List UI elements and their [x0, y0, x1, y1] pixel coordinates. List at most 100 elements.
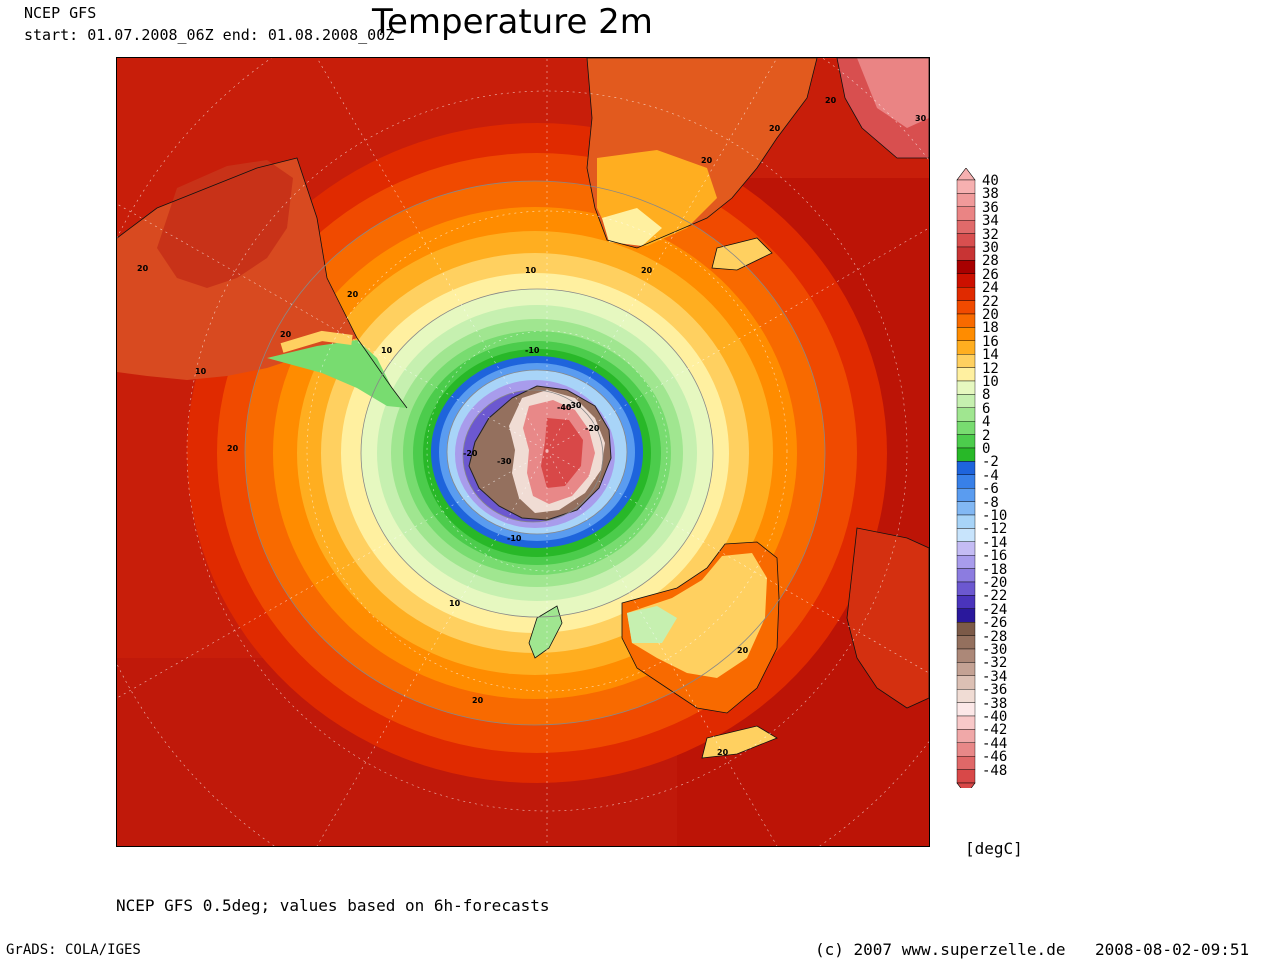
- colorbar-segment: [956, 380, 976, 395]
- madagascar: [712, 238, 772, 270]
- colorbar-segment: [956, 715, 976, 730]
- colorbar-segment: [956, 501, 976, 516]
- colorbar-tick-label: 12: [982, 360, 999, 377]
- graticule-lon-3: [546, 450, 929, 674]
- contour-label: 10: [525, 266, 537, 275]
- colorbar-segment: [956, 689, 976, 703]
- southern-africa: [586, 58, 818, 271]
- colorbar-tick-label: 8: [982, 387, 991, 404]
- colorbar-tick-label: 2: [982, 427, 991, 444]
- colorbar-segment: [956, 742, 976, 757]
- colorbar-segment: [956, 434, 976, 449]
- colorbar-tick-label: 14: [982, 347, 999, 364]
- colorbar-max-arrow: [956, 167, 976, 181]
- contour-label: 20: [641, 266, 653, 275]
- colorbar-tick-label: 6: [982, 400, 991, 417]
- colorbar-segment: [956, 461, 976, 475]
- contour-label: 20: [769, 124, 781, 133]
- java-island: [701, 725, 778, 759]
- africa-cape: [602, 208, 662, 246]
- colorbar-tick-label: 26: [982, 266, 999, 283]
- colorbar-segment: [956, 353, 976, 368]
- colorbar-tick-label: 38: [982, 186, 999, 203]
- colorbar-tick-label: 32: [982, 226, 999, 243]
- antarctica-coastline: [468, 385, 612, 521]
- colorbar-tick-label: -14: [982, 534, 1008, 551]
- colorbar-segment: [956, 313, 976, 328]
- colorbar-tick-label: -32: [982, 655, 1008, 672]
- colorbar-tick-label: -22: [982, 588, 1008, 605]
- colorbar-tick-label: 36: [982, 199, 999, 216]
- colorbar-segment: [956, 273, 976, 288]
- colorbar-tick-label: -30: [982, 642, 1008, 658]
- graticule-lon-7: [316, 58, 548, 452]
- colorbar-segment: [956, 394, 976, 408]
- colorbar-tick-label: 10: [982, 374, 999, 390]
- colorbar-segment: [956, 608, 976, 623]
- colorbar-tick-label: -24: [982, 601, 1008, 618]
- colorbar-segment: [956, 206, 976, 221]
- colorbar-unit: [degC]: [965, 839, 1023, 858]
- colorbar-tick-label: -36: [982, 682, 1008, 699]
- madagascar-coastline: [711, 237, 773, 271]
- colorbar-segment: [956, 555, 976, 569]
- colorbar-segment: [956, 233, 976, 248]
- colorbar-segment: [956, 528, 976, 542]
- contour-label: 10: [195, 367, 207, 376]
- contour-label: -30: [567, 401, 582, 410]
- colorbar-segment: [956, 220, 976, 234]
- colorbar-tick-label: -46: [982, 749, 1008, 766]
- arabia-coastline: [836, 58, 929, 159]
- contour-label: 20: [472, 696, 484, 705]
- colorbar-tick-label: -40: [982, 709, 1008, 725]
- contour-label: 20: [825, 96, 837, 105]
- colorbar-segment: [956, 327, 976, 341]
- antarctica-plateau-core: [541, 418, 583, 488]
- graticule-lon-8: [546, 58, 778, 452]
- contour-label: 10: [381, 346, 393, 355]
- contour-label: -20: [585, 424, 600, 433]
- australia-southwest-cool: [627, 606, 677, 643]
- isotherm-minus10: [446, 369, 628, 535]
- colorbar-segment: [956, 635, 976, 650]
- colorbar-segment: [956, 340, 976, 355]
- colorbar-segment: [956, 675, 976, 690]
- contour-label: 30: [915, 114, 927, 123]
- new-zealand: [528, 605, 563, 659]
- colorbar-tick-label: 22: [982, 293, 999, 310]
- contour-label: -10: [507, 534, 522, 543]
- isotherm-minus20: [462, 389, 604, 523]
- colorbar-tick-label: 34: [982, 213, 999, 230]
- colorbar-segment: [956, 246, 976, 261]
- colorbar-tick-label: -8: [982, 494, 999, 511]
- contour-label: 20: [701, 156, 713, 165]
- colorbar-tick-label: -20: [982, 575, 1008, 591]
- contour-label: -30: [497, 457, 512, 466]
- colorbar-tick-label: -44: [982, 735, 1008, 752]
- colorbar-segment: [956, 488, 976, 502]
- maritime-continent: [701, 527, 929, 759]
- arabia-hottest: [857, 58, 929, 128]
- arabian-peninsula: [836, 58, 929, 159]
- map-canvas: 20 20 20 20 20 20 20 20 20 20 10 10 10 1…: [117, 58, 929, 846]
- graticule-lat-30: [306, 210, 788, 692]
- colorbar-min-arrow: [956, 782, 976, 796]
- isotherm-10: [360, 288, 714, 618]
- antarctica: [468, 385, 612, 521]
- contour-label: 20: [280, 330, 292, 339]
- contour-label: 20: [227, 444, 239, 453]
- colorbar-segment: [956, 300, 976, 315]
- south-america: [117, 157, 408, 409]
- colorbar-tick-label: -6: [982, 481, 999, 498]
- contour-label: 20: [737, 646, 749, 655]
- colorbar-tick-label: 16: [982, 333, 999, 350]
- colorbar-tick-label: 0: [982, 441, 991, 457]
- contour-label: 10: [449, 599, 461, 608]
- isotherm-20: [244, 180, 826, 726]
- argentina-cool-zone: [280, 330, 353, 353]
- copyright-notice: (c) 2007 www.superzelle.de: [815, 940, 1066, 959]
- colorbar-tick-label: -34: [982, 668, 1008, 685]
- colorbar-tick-label: -4: [982, 467, 999, 484]
- colorbar-segment: [956, 662, 976, 676]
